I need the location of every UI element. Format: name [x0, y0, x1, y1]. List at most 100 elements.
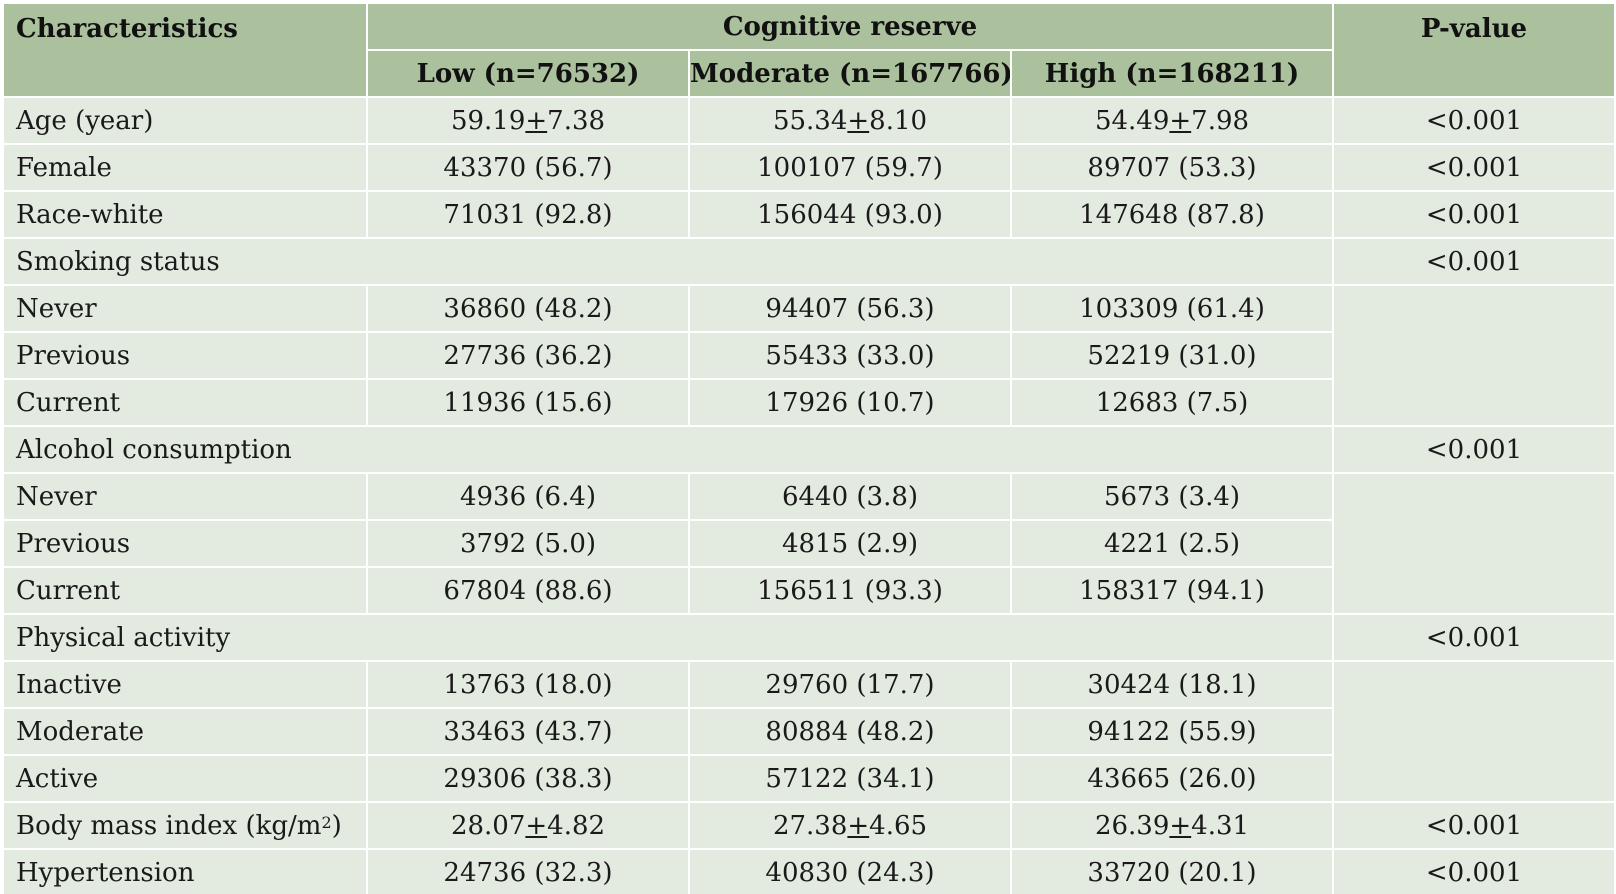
- cell-moderate: 100107 (59.7): [688, 143, 1012, 192]
- cell-low: 4936 (6.4): [366, 472, 690, 521]
- cell-moderate: 6440 (3.8): [688, 472, 1012, 521]
- cell-moderate: 4815 (2.9): [688, 519, 1012, 568]
- table-row: Race-white 71031 (92.8) 156044 (93.0) 14…: [2, 190, 1616, 239]
- bmi-label-end: ): [331, 810, 342, 841]
- sd-value: 4.31: [1191, 810, 1250, 841]
- header-moderate: Moderate (n=167766): [688, 49, 1012, 98]
- cell-high: 147648 (87.8): [1010, 190, 1334, 239]
- cell-p-value-empty: [1332, 472, 1616, 615]
- cell-low: 36860 (48.2): [366, 284, 690, 333]
- cell-p-value: <0.001: [1332, 96, 1616, 145]
- table-row: Current 67804 (88.6) 156511 (93.3) 15831…: [2, 566, 1615, 615]
- cell-low: 27736 (36.2): [366, 331, 690, 380]
- row-label: Body mass index (kg/m2): [2, 801, 368, 850]
- table-row: Previous 27736 (36.2) 55433 (33.0) 52219…: [2, 331, 1615, 380]
- cell-p-value: <0.001: [1332, 237, 1616, 286]
- mean-value: 54.49: [1094, 105, 1170, 136]
- table-row: Age (year) 59.19+7.38 55.34+8.10 54.49+7…: [2, 96, 1616, 145]
- cell-low: 67804 (88.6): [366, 566, 690, 615]
- cell-moderate: 55.34+8.10: [688, 96, 1012, 145]
- cell-p-value: <0.001: [1332, 613, 1616, 662]
- row-label: Race-white: [2, 190, 368, 239]
- row-label: Female: [2, 143, 368, 192]
- cell-high: 158317 (94.1): [1010, 566, 1334, 615]
- sd-value: 4.65: [869, 810, 928, 841]
- cell-high: 52219 (31.0): [1010, 331, 1334, 380]
- cell-p-value-empty: [1332, 660, 1616, 803]
- plus-minus-symbol: +: [847, 810, 870, 841]
- row-label: Active: [2, 754, 368, 803]
- cell-moderate: 27.38+4.65: [688, 801, 1012, 850]
- sd-value: 7.98: [1191, 105, 1250, 136]
- cell-low: 43370 (56.7): [366, 143, 690, 192]
- mean-value: 27.38: [772, 810, 848, 841]
- bmi-label-text: Body mass index (kg/m: [16, 810, 322, 841]
- cell-p-value: <0.001: [1332, 190, 1616, 239]
- header-row-2: Low (n=76532) Moderate (n=167766) High (…: [3, 49, 1615, 98]
- row-label: Age (year): [2, 96, 368, 145]
- mean-value: 55.34: [772, 105, 848, 136]
- cell-moderate: 156511 (93.3): [688, 566, 1012, 615]
- row-label: Previous: [2, 331, 368, 380]
- plus-minus-symbol: +: [525, 810, 548, 841]
- cell-moderate: 17926 (10.7): [688, 378, 1012, 427]
- table-row: Hypertension 24736 (32.3) 40830 (24.3) 3…: [2, 848, 1616, 894]
- table-row-section: Physical activity <0.001: [2, 613, 1616, 662]
- cell-moderate: 80884 (48.2): [688, 707, 1012, 756]
- sd-value: 4.82: [547, 810, 606, 841]
- header-characteristics: Characteristics: [2, 2, 368, 98]
- table-row-section: Smoking status <0.001: [2, 237, 1616, 286]
- cell-low: 28.07+4.82: [366, 801, 690, 850]
- cell-moderate: 40830 (24.3): [688, 848, 1012, 894]
- table-body: Age (year) 59.19+7.38 55.34+8.10 54.49+7…: [2, 96, 1616, 894]
- table-row: Female 43370 (56.7) 100107 (59.7) 89707 …: [2, 143, 1616, 192]
- row-label: Never: [2, 284, 368, 333]
- header-cognitive-reserve: Cognitive reserve: [366, 2, 1334, 51]
- plus-minus-symbol: +: [525, 105, 548, 136]
- cell-moderate: 156044 (93.0): [688, 190, 1012, 239]
- cell-high: 26.39+4.31: [1010, 801, 1334, 850]
- row-label: Moderate: [2, 707, 368, 756]
- plus-minus-symbol: +: [847, 105, 870, 136]
- cell-moderate: 94407 (56.3): [688, 284, 1012, 333]
- cell-high: 4221 (2.5): [1010, 519, 1334, 568]
- header-low: Low (n=76532): [366, 49, 690, 98]
- cell-high: 33720 (20.1): [1010, 848, 1334, 894]
- cell-moderate: 55433 (33.0): [688, 331, 1012, 380]
- mean-value: 26.39: [1094, 810, 1170, 841]
- table-row: Previous 3792 (5.0) 4815 (2.9) 4221 (2.5…: [2, 519, 1615, 568]
- row-label: Hypertension: [2, 848, 368, 894]
- cell-moderate: 29760 (17.7): [688, 660, 1012, 709]
- cell-high: 5673 (3.4): [1010, 472, 1334, 521]
- mean-value: 28.07: [450, 810, 526, 841]
- table-row: Never 4936 (6.4) 6440 (3.8) 5673 (3.4): [2, 472, 1616, 615]
- cell-high: 103309 (61.4): [1010, 284, 1334, 333]
- section-label-alcohol: Alcohol consumption: [2, 425, 1334, 474]
- cell-low: 33463 (43.7): [366, 707, 690, 756]
- cell-p-value-empty: [1332, 284, 1616, 427]
- table-row: Active 29306 (38.3) 57122 (34.1) 43665 (…: [2, 754, 1615, 803]
- cell-low: 11936 (15.6): [366, 378, 690, 427]
- cell-low: 71031 (92.8): [366, 190, 690, 239]
- bmi-label-superscript: 2: [321, 812, 332, 832]
- table-header: Characteristics Cognitive reserve P-valu…: [2, 2, 1616, 98]
- table-row: Inactive 13763 (18.0) 29760 (17.7) 30424…: [2, 660, 1616, 803]
- row-label: Never: [2, 472, 368, 521]
- row-label: Current: [2, 566, 368, 615]
- cell-moderate: 57122 (34.1): [688, 754, 1012, 803]
- mean-value: 59.19: [450, 105, 526, 136]
- header-row-1: Characteristics Cognitive reserve P-valu…: [2, 2, 1616, 98]
- cell-high: 54.49+7.98: [1010, 96, 1334, 145]
- cell-high: 12683 (7.5): [1010, 378, 1334, 427]
- cell-high: 30424 (18.1): [1010, 660, 1334, 709]
- sd-value: 8.10: [869, 105, 928, 136]
- cell-low: 13763 (18.0): [366, 660, 690, 709]
- row-label: Inactive: [2, 660, 368, 709]
- cell-low: 3792 (5.0): [366, 519, 690, 568]
- table-row: Never 36860 (48.2) 94407 (56.3) 103309 (…: [2, 284, 1616, 427]
- cell-high: 43665 (26.0): [1010, 754, 1334, 803]
- row-label: Previous: [2, 519, 368, 568]
- cell-high: 89707 (53.3): [1010, 143, 1334, 192]
- table-row-section: Alcohol consumption <0.001: [2, 425, 1616, 474]
